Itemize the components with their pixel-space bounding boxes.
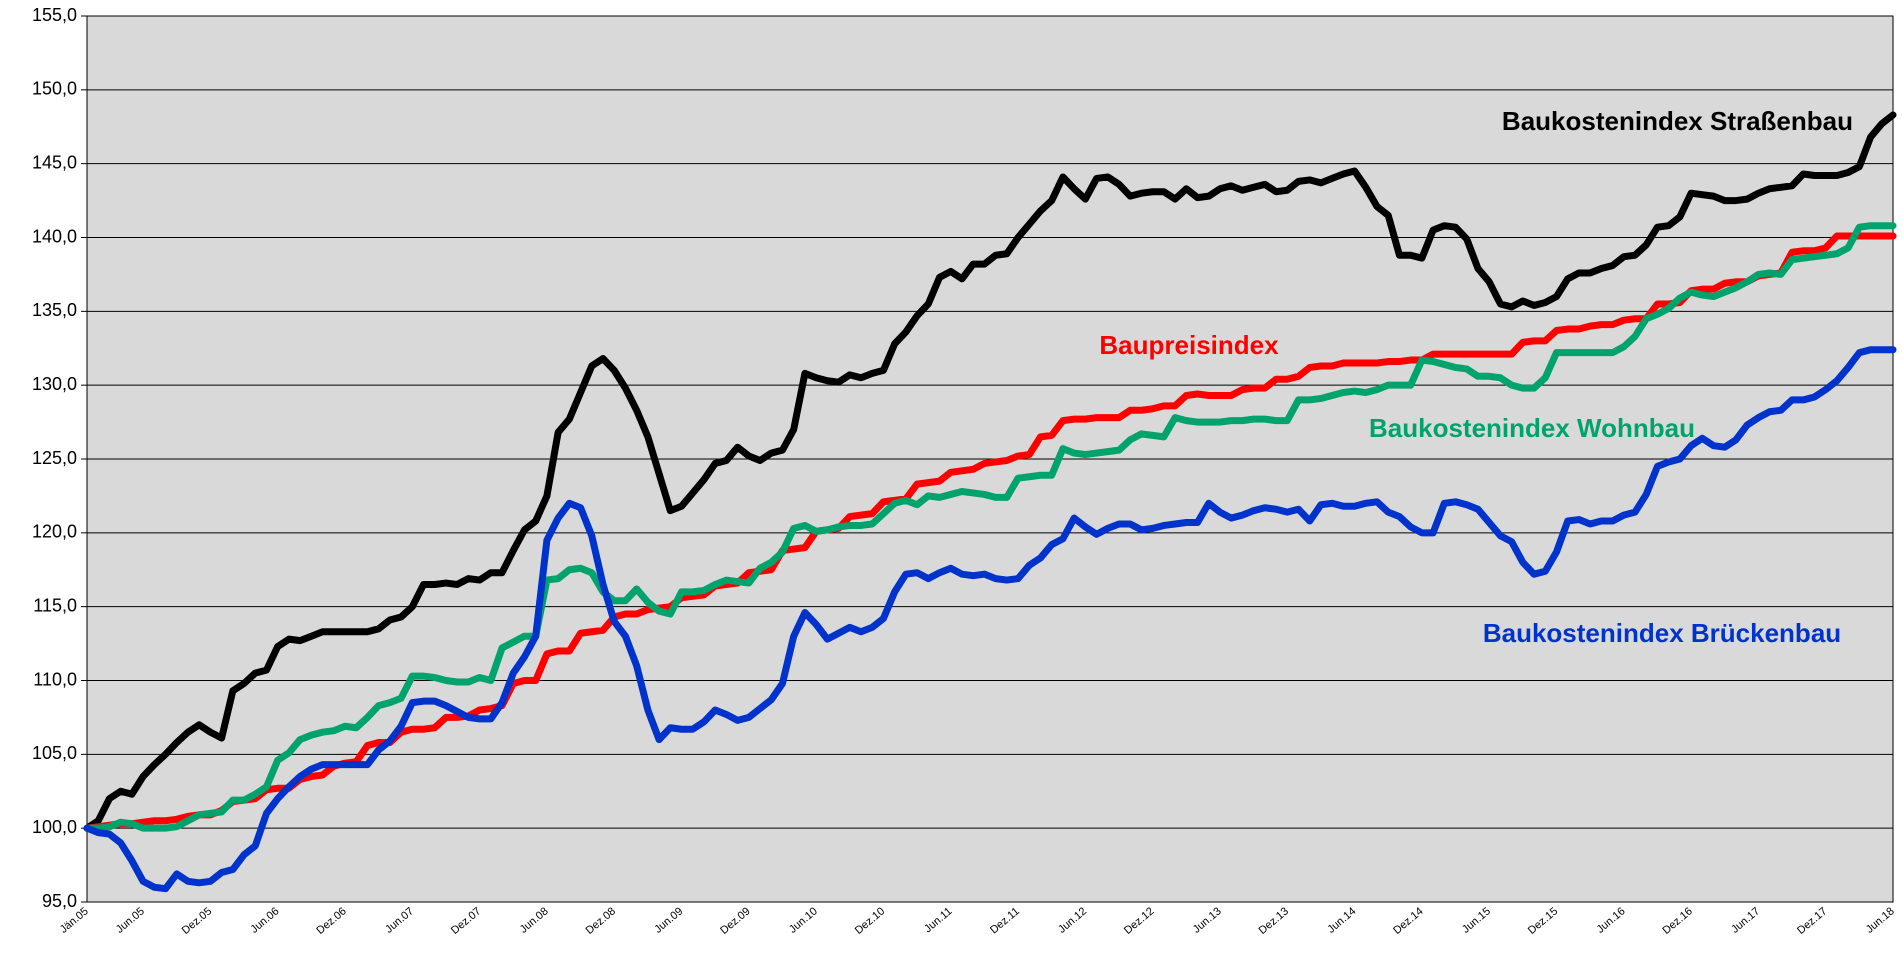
x-tick-label: Jun.12 — [1056, 905, 1089, 935]
x-tick-label: Jun.11 — [922, 905, 954, 935]
x-tick-label: Jun.07 — [383, 905, 416, 935]
x-tick-label: Dez.16 — [1660, 905, 1694, 937]
x-tick-label: Jun.16 — [1595, 905, 1628, 935]
x-tick-label: Jun.18 — [1864, 905, 1897, 935]
y-tick-label: 125,0 — [32, 448, 77, 468]
y-tick-label: 135,0 — [32, 300, 77, 320]
series-label: Baupreisindex — [1099, 330, 1279, 360]
x-tick-label: Dez.13 — [1257, 905, 1291, 937]
series-line — [83, 346, 1897, 893]
series-label: Baukostenindex Brückenbau — [1483, 618, 1841, 648]
x-tick-label: Dez.17 — [1795, 905, 1829, 937]
y-tick-label: 145,0 — [32, 152, 77, 172]
y-tick-label: 150,0 — [32, 79, 77, 99]
x-tick-label: Dez.05 — [180, 905, 214, 937]
y-tick-label: 130,0 — [32, 374, 77, 394]
y-tick-label: 100,0 — [32, 817, 77, 837]
x-tick-label: Jun.13 — [1191, 905, 1224, 935]
x-tick-label: Jun.10 — [787, 905, 820, 935]
x-tick-label: Jun.17 — [1729, 905, 1762, 935]
series-label: Baukostenindex Wohnbau — [1369, 413, 1695, 443]
x-tick-label: Dez.08 — [584, 905, 618, 937]
y-tick-label: 95,0 — [42, 891, 77, 911]
x-tick-label: Dez.11 — [988, 905, 1022, 936]
y-tick-label: 155,0 — [32, 5, 77, 25]
x-tick-label: Dez.14 — [1391, 905, 1425, 937]
series-label: Baukostenindex Straßenbau — [1502, 106, 1853, 136]
x-tick-label: Dez.12 — [1122, 905, 1156, 937]
series-line — [83, 111, 1897, 832]
x-tick-label: Dez.06 — [314, 905, 348, 937]
y-tick-label: 140,0 — [32, 226, 77, 246]
y-tick-label: 115,0 — [33, 595, 77, 615]
x-tick-label: Dez.09 — [718, 905, 752, 937]
x-tick-label: Jun.06 — [248, 905, 281, 935]
x-tick-label: Jun.15 — [1460, 905, 1493, 935]
y-tick-label: 120,0 — [32, 522, 77, 542]
y-tick-label: 105,0 — [32, 743, 77, 763]
x-tick-label: Dez.15 — [1526, 905, 1560, 937]
x-tick-label: Jun.14 — [1325, 905, 1358, 935]
x-tick-label: Dez.10 — [853, 905, 887, 937]
series-line — [83, 222, 1897, 832]
x-tick-label: Jun.05 — [114, 905, 147, 935]
x-tick-label: Jun.08 — [518, 905, 551, 935]
x-tick-label: Jun.09 — [652, 905, 685, 935]
x-tick-label: Dez.07 — [449, 905, 483, 937]
y-tick-label: 110,0 — [33, 669, 77, 689]
